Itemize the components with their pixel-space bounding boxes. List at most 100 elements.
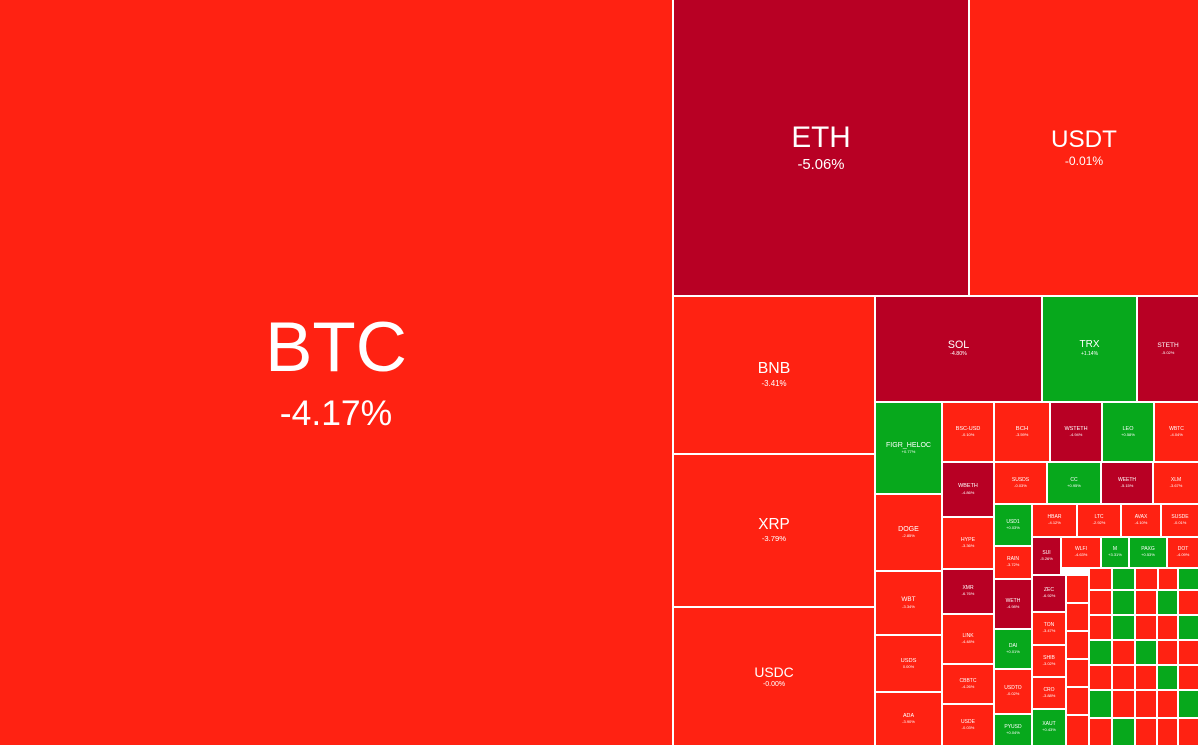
tile-change: -3.02% <box>1042 660 1056 666</box>
tile-minor-4[interactable] <box>1067 688 1090 716</box>
tile-paxg[interactable]: PAXG +0.53% <box>1130 538 1168 569</box>
tile-change: -3.79% <box>761 534 787 544</box>
tile-symbol: CRO <box>1043 686 1055 693</box>
tile-btc[interactable]: BTC -4.17% <box>0 0 674 747</box>
tile-minor-15[interactable] <box>1179 591 1200 616</box>
tile-minor-34[interactable] <box>1158 691 1179 719</box>
tile-xmr[interactable]: XMR -6.76% <box>943 570 995 615</box>
tile-minor-35[interactable] <box>1179 691 1200 719</box>
tile-cbbtc[interactable]: CBBTC -4.26% <box>943 665 995 705</box>
tile-dai[interactable]: DAI +0.01% <box>995 630 1033 670</box>
tile-xlm[interactable]: XLM -3.67% <box>1154 463 1200 505</box>
tile-minor-23[interactable] <box>1136 641 1158 666</box>
tile-minor-12[interactable] <box>1113 591 1136 616</box>
tile-minor-30[interactable] <box>1179 666 1200 691</box>
tile-figr-heloc[interactable]: FIGR_HELOC +0.77% <box>876 403 943 495</box>
tile-wlfi[interactable]: WLFI -4.63% <box>1062 538 1102 569</box>
tile-minor-37[interactable] <box>1113 719 1136 747</box>
tile-minor-3[interactable] <box>1067 660 1090 688</box>
tile-minor-2[interactable] <box>1067 632 1090 660</box>
tile-minor-39[interactable] <box>1158 719 1179 747</box>
tile-minor-13[interactable] <box>1136 591 1158 616</box>
tile-zec[interactable]: ZEC -6.92% <box>1033 576 1067 613</box>
tile-xaut[interactable]: XAUT +0.43% <box>1033 710 1067 747</box>
tile-usdto[interactable]: USDTO -0.02% <box>995 670 1033 715</box>
tile-minor-38[interactable] <box>1136 719 1158 747</box>
tile-minor-9[interactable] <box>1159 569 1179 591</box>
tile-cc[interactable]: CC +0.95% <box>1048 463 1102 505</box>
tile-wsteth[interactable]: WSTETH -4.94% <box>1051 403 1103 463</box>
tile-minor-31[interactable] <box>1090 691 1113 719</box>
tile-minor-16[interactable] <box>1090 616 1113 641</box>
tile-change: -0.03% <box>961 724 975 730</box>
tile-susds[interactable]: SUSDS -0.03% <box>995 463 1048 505</box>
tile-minor-25[interactable] <box>1179 641 1200 666</box>
tile-minor-21[interactable] <box>1090 641 1113 666</box>
tile-m[interactable]: M +3.31% <box>1102 538 1130 569</box>
tile-minor-6[interactable] <box>1090 569 1113 591</box>
tile-xrp[interactable]: XRP -3.79% <box>674 455 876 608</box>
tile-symbol: XMR <box>962 585 974 592</box>
tile-ton[interactable]: TON -3.47% <box>1033 613 1067 646</box>
tile-steth[interactable]: STETH -5.02% <box>1138 297 1200 403</box>
tile-weth[interactable]: WETH -4.98% <box>995 580 1033 630</box>
tile-avax[interactable]: AVAX -4.10% <box>1122 505 1162 538</box>
tile-minor-8[interactable] <box>1136 569 1159 591</box>
tile-minor-24[interactable] <box>1158 641 1179 666</box>
tile-symbol: WSTETH <box>1064 425 1088 432</box>
tile-minor-26[interactable] <box>1090 666 1113 691</box>
tile-doge[interactable]: DOGE -2.85% <box>876 495 943 572</box>
tile-hype[interactable]: HYPE -3.36% <box>943 518 995 570</box>
tile-minor-1[interactable] <box>1067 604 1090 632</box>
tile-usds[interactable]: USDS 0.00% <box>876 636 943 693</box>
tile-minor-17[interactable] <box>1113 616 1136 641</box>
tile-wbt[interactable]: WBT -3.34% <box>876 572 943 636</box>
tile-minor-36[interactable] <box>1090 719 1113 747</box>
tile-bsc-usd[interactable]: BSC-USD -0.10% <box>943 403 995 463</box>
tile-pyusd[interactable]: PYUSD +0.04% <box>995 715 1033 747</box>
tile-usdt[interactable]: USDT -0.01% <box>970 0 1200 297</box>
tile-usdc[interactable]: USDC -0.00% <box>674 608 876 747</box>
tile-change: -0.10% <box>961 432 975 437</box>
tile-rain[interactable]: RAIN -3.72% <box>995 547 1033 580</box>
tile-minor-28[interactable] <box>1136 666 1158 691</box>
tile-hbar[interactable]: HBAR -4.12% <box>1033 505 1078 538</box>
tile-susde[interactable]: SUSDE -0.01% <box>1162 505 1200 538</box>
tile-minor-20[interactable] <box>1179 616 1200 641</box>
tile-minor-27[interactable] <box>1113 666 1136 691</box>
tile-usde[interactable]: USDE -0.03% <box>943 705 995 747</box>
tile-change: +0.77% <box>901 448 916 454</box>
tile-minor-7[interactable] <box>1113 569 1136 591</box>
tile-minor-10[interactable] <box>1179 569 1200 591</box>
tile-minor-40[interactable] <box>1179 719 1200 747</box>
tile-minor-0[interactable] <box>1067 576 1090 604</box>
tile-wbtc[interactable]: WBTC -4.04% <box>1155 403 1200 463</box>
tile-sol[interactable]: SOL -4.80% <box>876 297 1043 403</box>
tile-minor-22[interactable] <box>1113 641 1136 666</box>
tile-minor-32[interactable] <box>1113 691 1136 719</box>
tile-leo[interactable]: LEO +0.58% <box>1103 403 1155 463</box>
tile-minor-33[interactable] <box>1136 691 1158 719</box>
tile-minor-19[interactable] <box>1158 616 1179 641</box>
tile-wbeth[interactable]: WBETH -4.86% <box>943 463 995 518</box>
tile-cro[interactable]: CRO -3.88% <box>1033 678 1067 710</box>
tile-trx[interactable]: TRX +1.14% <box>1043 297 1138 403</box>
tile-minor-14[interactable] <box>1158 591 1179 616</box>
tile-bnb[interactable]: BNB -3.41% <box>674 297 876 455</box>
tile-sui[interactable]: SUI -5.26% <box>1033 538 1062 576</box>
tile-eth[interactable]: ETH -5.06% <box>674 0 970 297</box>
tile-bch[interactable]: BCH -3.59% <box>995 403 1051 463</box>
tile-ada[interactable]: ADA -3.90% <box>876 693 943 747</box>
tile-change: -3.47% <box>1042 628 1056 634</box>
tile-link[interactable]: LINK -4.48% <box>943 615 995 665</box>
tile-minor-11[interactable] <box>1090 591 1113 616</box>
tile-weeth[interactable]: WEETH -5.15% <box>1102 463 1154 505</box>
tile-shib[interactable]: SHIB -3.02% <box>1033 646 1067 678</box>
tile-change: -4.94% <box>1069 432 1083 437</box>
tile-minor-29[interactable] <box>1158 666 1179 691</box>
tile-minor-18[interactable] <box>1136 616 1158 641</box>
tile-usd1[interactable]: USD1 +0.03% <box>995 505 1033 547</box>
tile-ltc[interactable]: LTC -2.92% <box>1078 505 1122 538</box>
tile-minor-5[interactable] <box>1067 716 1090 747</box>
tile-dot[interactable]: DOT -4.09% <box>1168 538 1200 569</box>
